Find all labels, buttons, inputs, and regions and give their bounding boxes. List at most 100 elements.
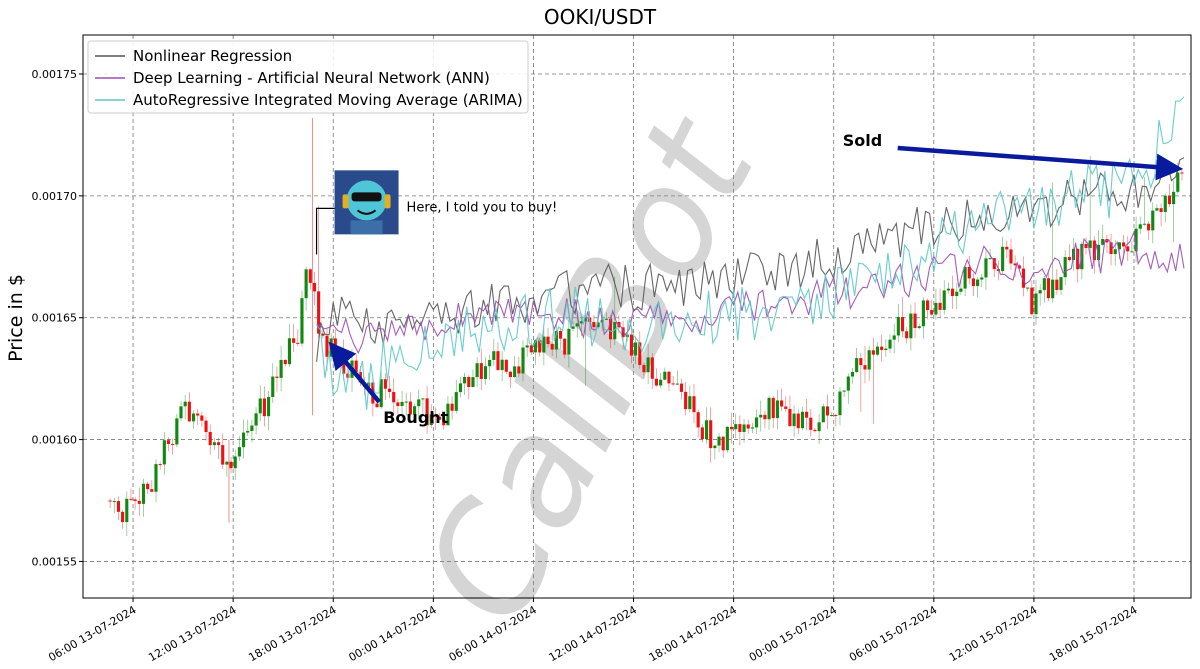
candle-body (850, 371, 855, 377)
candle-body (137, 500, 141, 504)
candle-body (225, 461, 229, 465)
y-tick-label: 0.00170 (32, 190, 78, 203)
candle-body (496, 351, 500, 371)
candle-body (867, 350, 871, 370)
candle-body (204, 420, 208, 433)
candle-body (663, 371, 667, 380)
candle-body (558, 330, 563, 339)
candle-body (196, 413, 200, 416)
candle-body (721, 436, 725, 451)
candle-body (483, 366, 488, 379)
candle-body (208, 432, 212, 446)
candle-body (296, 342, 300, 344)
candle-body (1030, 287, 1034, 315)
candle-body (704, 420, 709, 440)
candle-body (183, 401, 187, 407)
candle-body (709, 420, 713, 449)
candle-body (1021, 268, 1026, 288)
robot-body (350, 220, 383, 235)
bought-label: Bought (383, 408, 448, 427)
candle-body (525, 345, 529, 348)
candle-body (146, 483, 150, 490)
candle-body (1159, 208, 1163, 212)
candle-body (717, 436, 721, 446)
candle-body (1084, 243, 1088, 249)
candle-body (638, 342, 642, 365)
candle-body (596, 322, 600, 328)
candle-body (1126, 246, 1130, 252)
candle-body (967, 266, 971, 279)
candle-body (158, 464, 162, 466)
y-axis-label: Price in $ (5, 274, 27, 362)
candle-body (1051, 279, 1055, 299)
legend: Nonlinear Regression Deep Learning - Arti… (87, 40, 529, 114)
candle-body (925, 300, 930, 311)
candle-body (863, 365, 867, 370)
candle-body (575, 323, 579, 327)
candle-body (821, 406, 825, 423)
candle-body (759, 414, 763, 418)
candle-body (471, 377, 475, 388)
candle-body (692, 396, 696, 413)
robot-smile (356, 209, 377, 215)
candle-body (771, 397, 775, 419)
candle-body (846, 376, 850, 391)
candle-body (1026, 287, 1030, 289)
candle-body (942, 290, 946, 310)
candle-body (162, 440, 166, 465)
y-axis-ticks: 0.00155 0.00160 0.00165 0.00170 0.00175 (32, 68, 83, 568)
candle-body (475, 363, 479, 378)
candle-body (788, 408, 792, 427)
candle-body (571, 326, 575, 329)
candle-body (800, 411, 804, 429)
candle-body (246, 430, 250, 433)
x-tick-label: 06:00 15-07-2024 (847, 603, 939, 664)
candle-body (700, 427, 704, 440)
candle-body (442, 419, 446, 426)
candle-body (242, 432, 246, 448)
candle-body (938, 302, 942, 310)
candle-body (500, 359, 504, 371)
candle-body (1042, 278, 1046, 291)
candle-body (446, 403, 450, 426)
x-tick-label: 18:00 14-07-2024 (647, 603, 739, 664)
candle-body (900, 317, 905, 332)
candle-body (542, 336, 546, 353)
candle-body (1096, 244, 1101, 261)
chart-title: OOKI/USDT (544, 5, 657, 29)
candle-body (454, 392, 458, 411)
candle-body (529, 345, 533, 353)
candle-body (946, 288, 950, 291)
candle-body (1109, 242, 1113, 255)
candle-body (488, 359, 492, 367)
candle-body (1038, 290, 1042, 294)
candle-body (267, 396, 271, 417)
candle-body (567, 328, 571, 355)
candle-body (1142, 223, 1146, 225)
candle-body (684, 391, 688, 410)
forecast-series (316, 96, 1185, 410)
candle-body (888, 339, 892, 349)
candle-body (563, 338, 567, 355)
candle-body (233, 456, 237, 469)
candle-body (842, 390, 846, 392)
candle-body (533, 340, 538, 353)
candle-body (421, 398, 425, 400)
candle-body (417, 399, 421, 407)
candle-body (150, 489, 154, 492)
candle-body (905, 331, 909, 339)
y-tick-label: 0.00155 (32, 555, 78, 568)
candle-body (796, 413, 800, 429)
candle-body (1059, 277, 1063, 290)
candle-body (738, 424, 742, 432)
candle-body (554, 330, 558, 350)
candle-body (467, 376, 471, 388)
candle-body (750, 427, 754, 429)
candle-body (141, 483, 146, 504)
candle-body (1176, 172, 1180, 192)
candle-body (951, 288, 955, 297)
annotations: Bought Sold Here, I told you to buy! (315, 131, 1184, 427)
candle-body (955, 291, 959, 297)
candle-body (963, 266, 967, 289)
